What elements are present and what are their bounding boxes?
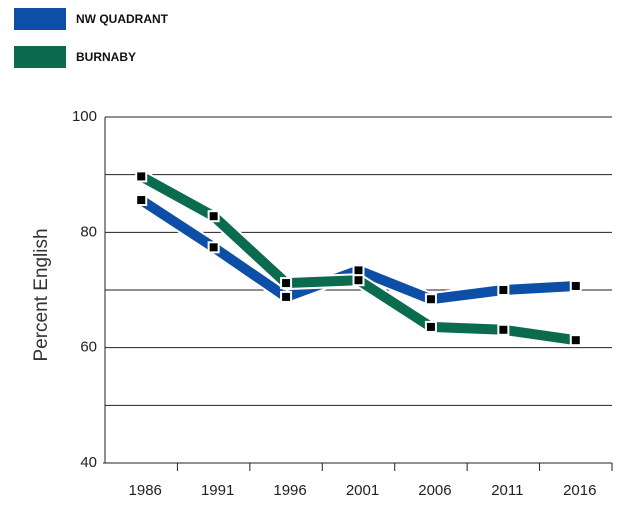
point-marker [135, 170, 148, 183]
x-tick-label: 1991 [201, 482, 234, 499]
point-marker [280, 290, 293, 303]
x-tick-label: 1996 [273, 482, 306, 499]
series-line [138, 172, 577, 346]
x-tick-label: 1986 [129, 482, 162, 499]
point-marker [135, 194, 148, 207]
point-marker [280, 277, 293, 290]
legend-swatch [14, 46, 66, 68]
point-marker [569, 334, 582, 347]
point-marker [207, 210, 220, 223]
point-marker [569, 279, 582, 292]
y-tick-label: 60 [80, 339, 97, 356]
x-tick-label: 2016 [563, 482, 596, 499]
point-marker [352, 264, 365, 277]
y-tick-label: 40 [80, 454, 97, 471]
point-marker [352, 274, 365, 287]
line-outline [137, 170, 577, 348]
point-marker [207, 241, 220, 254]
x-tick-label: 2001 [346, 482, 379, 499]
legend-swatch [14, 8, 66, 30]
point-marker [497, 284, 510, 296]
x-tick-label: 2006 [418, 482, 451, 499]
y-tick-label: 100 [72, 108, 97, 125]
legend-label: NW QUADRANT [76, 12, 169, 26]
y-tick-label: 80 [80, 223, 97, 240]
point-marker [424, 320, 437, 333]
point-marker [497, 323, 510, 336]
y-axis-label: Percent English [31, 228, 52, 361]
legend-label: BURNABY [76, 50, 136, 64]
x-tick-label: 2011 [491, 482, 523, 499]
point-marker [424, 293, 437, 306]
